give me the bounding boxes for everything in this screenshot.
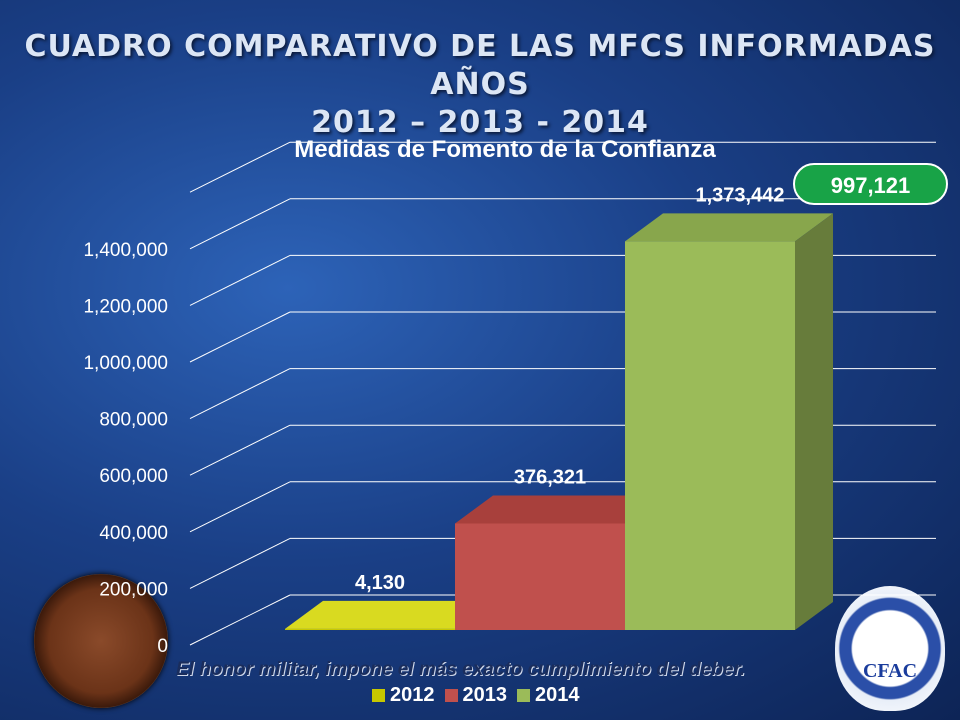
- data-label-2013: 376,321: [514, 467, 586, 489]
- y-tick-label: 1,200,000: [83, 296, 168, 317]
- legend-swatch: [444, 688, 458, 702]
- y-tick-label: 400,000: [99, 523, 168, 544]
- cfac-logo: [835, 586, 945, 711]
- bar-2014: [625, 241, 795, 630]
- grid-diagonal: [189, 368, 291, 420]
- grid-diagonal: [189, 141, 291, 193]
- bar-2012: [285, 628, 455, 630]
- legend-item-2013: 2013: [444, 683, 508, 707]
- legend-label: 2012: [390, 683, 435, 706]
- legend-item-2012: 2012: [372, 684, 435, 707]
- title-line-2: 2012 – 2013 - 2014: [311, 105, 649, 140]
- total-badge: 997,121: [793, 163, 948, 205]
- grid-diagonal: [189, 594, 291, 646]
- bar-2013: [455, 523, 625, 630]
- chart-bars: [285, 213, 833, 630]
- slide-title: CUADRO COMPARATIVO DE LAS MFCS INFORMADA…: [0, 28, 960, 142]
- legend-item-2014: 2014: [517, 684, 580, 707]
- y-axis-ticks: 0 200,000 400,000 600,000 800,000 1,000,000 1,…: [83, 240, 168, 657]
- cfac-logo-text: CFAC: [862, 660, 918, 682]
- grid-diagonal: [189, 198, 291, 250]
- motto-text: El honor militar, impone el más exacto c…: [176, 659, 746, 680]
- ministry-seal-logo: [34, 574, 168, 708]
- y-tick-label: 0: [157, 636, 168, 657]
- grid-diagonal: [189, 254, 291, 306]
- data-label-2014: 1,373,442: [696, 184, 785, 206]
- grid-diagonal: [189, 311, 291, 363]
- data-label-2012: 4,130: [355, 572, 405, 594]
- bar-top-2013: [455, 495, 663, 524]
- bar-top-2014: [625, 213, 833, 242]
- grid-diagonal: [189, 481, 291, 533]
- data-labels: 4,130 376,321 1,373,442: [355, 184, 785, 594]
- legend-label: 2014: [535, 683, 580, 706]
- y-tick-label: 800,000: [99, 410, 168, 431]
- title-line-1: CUADRO COMPARATIVO DE LAS MFCS INFORMADA…: [24, 29, 936, 102]
- legend-label: 2013: [462, 683, 508, 706]
- y-tick-label: 1,000,000: [83, 353, 168, 374]
- chart-title: Medidas de Fomento de la Confianza: [294, 136, 716, 163]
- legend-swatch: [372, 688, 385, 702]
- grid-diagonal: [189, 537, 291, 589]
- chart-legend: 2012 2013 2014: [372, 683, 580, 707]
- bar-top-2012: [285, 600, 493, 629]
- bar-side-2014: [795, 213, 833, 630]
- legend-swatch: [517, 688, 530, 702]
- y-tick-label: 200,000: [99, 579, 168, 600]
- y-tick-label: 600,000: [99, 466, 168, 487]
- y-tick-label: 1,400,000: [83, 240, 168, 261]
- grid-diagonal: [189, 424, 291, 476]
